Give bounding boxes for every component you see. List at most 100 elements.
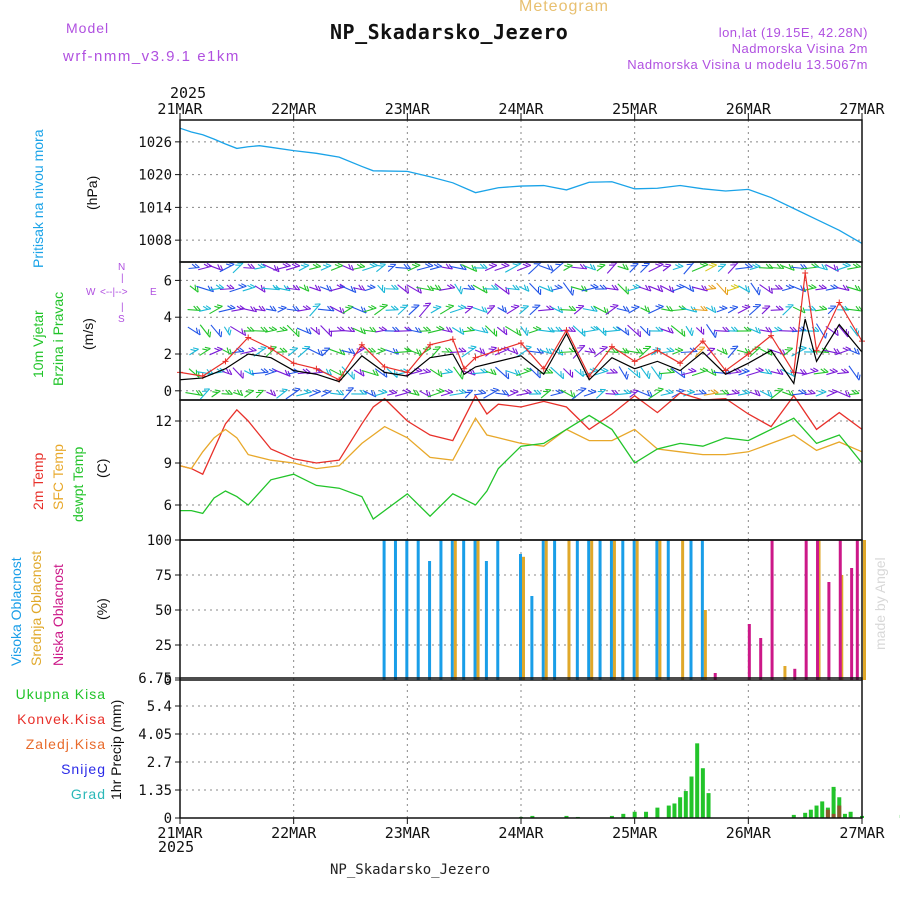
- wind-barb-flag: [220, 331, 223, 338]
- wind-barb-shaft: [353, 287, 365, 291]
- wind-barb-shaft: [231, 308, 245, 312]
- wind-barb-shaft: [703, 392, 719, 396]
- wind-barb-flag: [689, 347, 695, 353]
- wind-barb-shaft: [749, 391, 761, 397]
- wind-barb: [727, 326, 739, 332]
- wind-barb-shaft: [848, 392, 860, 396]
- wind-barb-flag: [460, 371, 463, 377]
- pressure-ytick-label: 1026: [138, 135, 172, 151]
- wind-barb-shaft: [341, 366, 355, 380]
- wind-barb: [748, 303, 762, 316]
- total-precip-bar: [621, 813, 626, 818]
- wind-barb-flag: [779, 369, 784, 375]
- wind-barb-shaft: [342, 265, 354, 271]
- wind-barb-shaft: [749, 328, 761, 334]
- wind-barb-shaft: [330, 392, 344, 396]
- wind-barb-flag: [257, 389, 264, 391]
- wind-barb: [364, 284, 376, 292]
- wind-barb-flag: [260, 326, 266, 332]
- wind-barb-flag: [555, 326, 561, 332]
- wind-barb-flag: [279, 347, 285, 353]
- temperature-ytick-label: 12: [155, 414, 172, 430]
- wind-barb-flag: [282, 263, 288, 268]
- wind-barb-flag: [516, 328, 519, 335]
- wind-barb-shaft: [662, 264, 672, 272]
- wind-barb-shaft: [648, 306, 664, 314]
- wind-barb-flag: [302, 305, 309, 310]
- wind-barb: [803, 284, 817, 291]
- low-cloud-bar: [793, 668, 797, 680]
- wind-barb: [584, 347, 596, 354]
- wind-barb-flag: [856, 372, 859, 378]
- wind-barb: [407, 262, 421, 272]
- wind-barb-shaft: [419, 330, 431, 332]
- wind-barb-shaft: [529, 304, 541, 316]
- wind-barb-flag: [294, 387, 301, 390]
- wind-barb-flag: [479, 263, 485, 269]
- wind-gust-marker: [563, 327, 570, 334]
- wind-barb-shaft: [309, 303, 321, 317]
- wind-barb-shaft: [691, 264, 709, 272]
- wind-barb: [485, 346, 497, 357]
- wind-barb-flag: [217, 264, 221, 270]
- wind-barb: [210, 324, 223, 338]
- wind-barb-flag: [658, 371, 661, 378]
- wind-barb: [528, 325, 542, 334]
- wind-barb-flag: [817, 390, 824, 394]
- wind-barb: [231, 305, 245, 312]
- wind-barb-shaft: [537, 329, 555, 333]
- wind-barb-flag: [721, 389, 727, 395]
- wind-barb-shaft: [814, 265, 828, 271]
- wind-barb-shaft: [198, 265, 212, 271]
- wind-barb-flag: [217, 346, 223, 350]
- wind-barb-flag: [833, 348, 838, 354]
- wind-barb-shaft: [715, 393, 729, 395]
- wind-barb-shaft: [485, 347, 497, 357]
- low-cloud-bar: [838, 540, 842, 680]
- x-label-top: 21MAR: [157, 100, 203, 118]
- wind-barb: [265, 326, 278, 333]
- wind-barb-flag: [800, 263, 805, 269]
- wind-barb-flag: [411, 263, 418, 267]
- wind-barb-flag: [467, 284, 473, 290]
- wind-barb-flag: [239, 305, 245, 310]
- wind-barb-shaft: [439, 305, 455, 315]
- wind-barb-flag: [612, 304, 619, 307]
- wind-barb-flag: [381, 303, 388, 306]
- wind-barb: [252, 326, 269, 332]
- wind-barb-flag: [438, 325, 445, 330]
- wind-barb: [251, 368, 269, 375]
- wind-speed-line-1: [179, 318, 863, 385]
- wind-barb-shaft: [286, 308, 300, 312]
- wind-barb-shaft: [418, 302, 432, 318]
- wind-barb-flag: [721, 347, 725, 354]
- wind-barb: [229, 283, 247, 293]
- wind-barb-flag: [381, 326, 387, 331]
- wind-barb-shaft: [394, 350, 412, 354]
- wind-barb-shaft: [627, 324, 641, 338]
- wind-barb: [801, 367, 819, 376]
- wind-barb-flag: [305, 305, 311, 310]
- wind-barb: [627, 367, 641, 379]
- wind-barb: [738, 368, 750, 376]
- wind-barb-flag: [829, 368, 835, 373]
- wind-barb-flag: [555, 389, 561, 394]
- wind-barb-shaft: [705, 369, 717, 377]
- wind-barb-flag: [395, 348, 400, 355]
- wind-barb-shaft: [374, 368, 388, 378]
- wind-barb-shaft: [603, 329, 621, 333]
- wind-barb-shaft: [538, 264, 554, 272]
- wind-barb-flag: [281, 388, 288, 391]
- wind-gust-marker: [631, 358, 638, 365]
- wind-barb-flag: [657, 285, 661, 291]
- wind-barb-shaft: [406, 284, 422, 294]
- wind-barb-flag: [375, 370, 379, 376]
- wind-barb-flag: [844, 368, 850, 373]
- wind-barb-flag: [493, 328, 495, 335]
- wind-barb-flag: [218, 284, 224, 289]
- wind-barb-shaft: [262, 263, 280, 273]
- wind-barb-flag: [744, 304, 751, 308]
- wind-barb: [439, 304, 455, 315]
- wind-barb: [342, 263, 354, 271]
- wind-barb-shaft: [581, 286, 599, 292]
